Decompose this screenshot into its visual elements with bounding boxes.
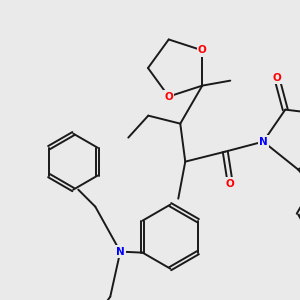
Text: N: N (259, 136, 268, 147)
Text: N: N (116, 247, 124, 256)
Text: O: O (198, 45, 207, 56)
Text: O: O (164, 92, 173, 101)
Text: O: O (273, 73, 282, 82)
Text: O: O (226, 178, 235, 189)
